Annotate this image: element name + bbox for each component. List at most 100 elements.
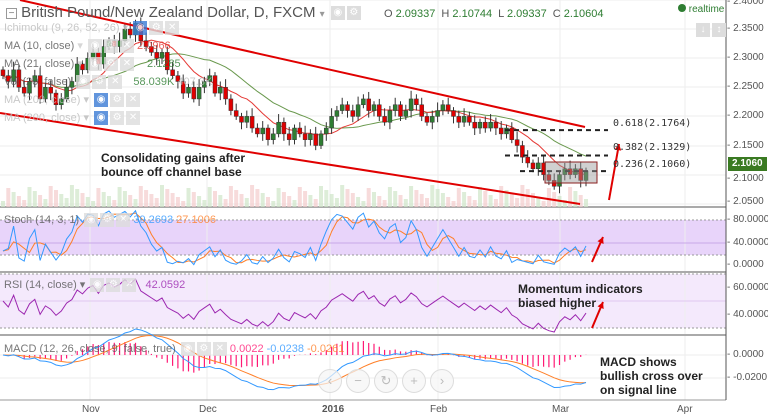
legend-volume[interactable]: Vol (20, false) ◉ ⚙ ✕ 58.039K 407.3K bbox=[4, 75, 213, 90]
volume-bar bbox=[525, 189, 530, 207]
candle bbox=[239, 116, 244, 123]
macd-axis-label: - 0.0000 bbox=[727, 349, 764, 360]
candle bbox=[80, 63, 85, 71]
candle bbox=[149, 46, 154, 53]
price-axis-label: - 2.4000 bbox=[727, 0, 764, 7]
zoom-out-button[interactable]: − bbox=[346, 369, 370, 393]
volume-bar bbox=[509, 194, 514, 207]
candle bbox=[451, 110, 456, 117]
fib-382-label: 0.382(2.1329) bbox=[613, 142, 692, 153]
volume-bar bbox=[122, 191, 127, 207]
candle bbox=[557, 174, 562, 187]
volume-bar bbox=[425, 198, 429, 207]
volume-bar bbox=[239, 194, 244, 207]
volume-bar bbox=[260, 193, 265, 207]
legend-ma200-a[interactable]: MA (200, close) ▾ ◉ ⚙ ✕ bbox=[4, 92, 141, 108]
eye-icon[interactable]: ◉ bbox=[330, 6, 345, 21]
candle bbox=[461, 116, 467, 123]
candle bbox=[520, 145, 525, 158]
stoch-axis-label: - 40.0000 bbox=[727, 237, 768, 248]
price-axis-label: - 2.0500 bbox=[727, 196, 764, 207]
volume-bar bbox=[202, 200, 207, 207]
scroll-left-button[interactable]: ‹ bbox=[318, 369, 342, 393]
volume-bar bbox=[117, 187, 122, 207]
volume-bar bbox=[228, 186, 233, 207]
candle bbox=[260, 127, 265, 135]
time-axis-label: Feb bbox=[430, 404, 448, 415]
volume-bar bbox=[303, 191, 308, 207]
volume-bar bbox=[223, 199, 228, 207]
volume-bar bbox=[22, 200, 27, 207]
candle bbox=[472, 121, 477, 129]
volume-bar bbox=[446, 197, 451, 207]
legend-rsi[interactable]: RSI (14, close) ▾ ◉ ⚙ ✕ 42.0592 bbox=[4, 278, 186, 293]
candle bbox=[0, 69, 6, 76]
legend-ichimoku[interactable]: Ichimoku (9, 26, 52, 26) ▾ ◉ ⚙ ✕ bbox=[4, 20, 180, 36]
candle bbox=[329, 116, 334, 129]
volume-bar bbox=[250, 185, 255, 207]
legend-ma10[interactable]: MA (10, close) ▾ ◉ ⚙ ✕ 2.0966 bbox=[4, 39, 171, 54]
candle bbox=[355, 104, 361, 117]
candle bbox=[69, 81, 75, 88]
candle bbox=[382, 116, 387, 123]
legend-ma200-b[interactable]: MA (200, close) ▾ ◉ ⚙ ✕ bbox=[4, 110, 141, 126]
candle bbox=[578, 168, 583, 181]
collapse-icon[interactable]: − bbox=[6, 7, 17, 19]
legend-macd[interactable]: MACD (12, 26, close, 9, false, true) ◉ ⚙ ✕… bbox=[4, 342, 345, 357]
candle bbox=[16, 69, 22, 88]
volume-bar bbox=[276, 188, 281, 207]
volume-bar bbox=[6, 188, 11, 207]
volume-bar bbox=[504, 190, 509, 207]
candle bbox=[223, 87, 228, 100]
volume-bar bbox=[16, 196, 21, 207]
candle bbox=[228, 98, 234, 111]
candle bbox=[435, 110, 440, 117]
volume-bar bbox=[546, 188, 551, 207]
time-axis-label: Dec bbox=[199, 404, 217, 415]
candle bbox=[387, 110, 393, 123]
arrow-down-icon[interactable]: ↓ bbox=[696, 22, 710, 37]
volume-bar bbox=[244, 198, 249, 207]
volume-bar bbox=[308, 195, 313, 207]
chevron-down-icon[interactable]: ▾ bbox=[319, 9, 325, 20]
volume-bar bbox=[313, 199, 318, 207]
candle bbox=[361, 98, 366, 106]
annotation-macd: MACD shows bullish cross over on signal li… bbox=[600, 355, 703, 397]
reset-button[interactable]: ↻ bbox=[374, 369, 398, 393]
rsi-axis-label: - 60.0000 bbox=[727, 282, 768, 293]
legend-ma21[interactable]: MA (21, close) ▾ ◉ ⚙ ✕ 2.1285 bbox=[4, 57, 181, 72]
candle bbox=[207, 75, 212, 82]
candle bbox=[165, 52, 170, 71]
volume-bar bbox=[1, 201, 5, 207]
volume-bar bbox=[340, 185, 345, 207]
symbol-title[interactable]: British Pound/New Zealand Dollar, D, FXC… bbox=[21, 4, 316, 21]
volume-bar bbox=[154, 198, 159, 207]
zoom-in-button[interactable]: + bbox=[402, 369, 426, 393]
volume-bar bbox=[85, 197, 90, 207]
price-arrow bbox=[608, 143, 620, 201]
volume-bar bbox=[472, 200, 477, 207]
candle bbox=[430, 116, 435, 123]
candle bbox=[233, 110, 239, 117]
candle bbox=[536, 162, 541, 170]
volume-bar bbox=[467, 196, 472, 207]
candle bbox=[318, 133, 324, 146]
scale-buttons: ↓ ↕ bbox=[694, 21, 726, 39]
volume-bar bbox=[573, 191, 578, 207]
time-axis-label: Nov bbox=[82, 404, 100, 415]
volume-bar bbox=[234, 190, 239, 207]
candle bbox=[202, 81, 207, 88]
volume-bar bbox=[419, 194, 424, 207]
legend-stoch[interactable]: Stoch (14, 3, 1) ◉ ⚙ ✕ 39.2693 27.1006 bbox=[4, 213, 216, 228]
gear-icon[interactable]: ⚙ bbox=[346, 6, 361, 21]
candle bbox=[265, 127, 271, 140]
scroll-right-button[interactable]: › bbox=[430, 369, 454, 393]
candle bbox=[308, 133, 313, 140]
candle bbox=[21, 87, 27, 94]
price-axis-label: - 2.3500 bbox=[727, 23, 764, 34]
candle bbox=[541, 162, 546, 175]
volume-bar bbox=[107, 196, 111, 207]
candle bbox=[313, 133, 318, 146]
arrow-updown-icon[interactable]: ↕ bbox=[712, 22, 726, 37]
